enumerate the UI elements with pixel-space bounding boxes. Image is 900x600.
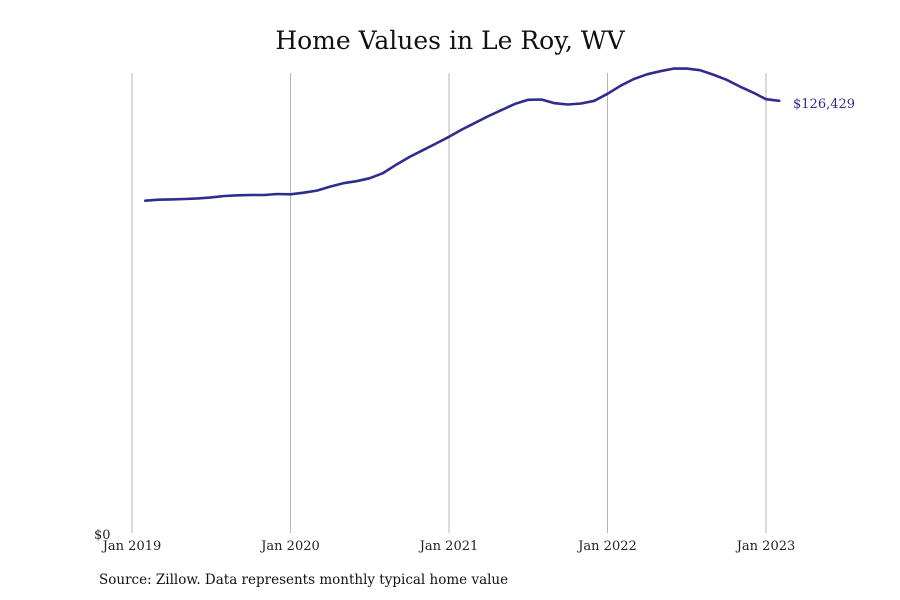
chart-title: Home Values in Le Roy, WV xyxy=(275,26,625,55)
y-tick-label-zero: $0 xyxy=(94,528,111,543)
x-axis-tick-labels: Jan 2019 Jan 2020 Jan 2021 Jan 2022 Jan 2023 xyxy=(101,539,796,554)
x-tick-label: Jan 2021 xyxy=(418,539,479,554)
end-value-label: $126,429 xyxy=(793,97,855,112)
x-tick-label: Jan 2022 xyxy=(576,539,637,554)
home-value-line xyxy=(143,67,781,202)
source-note: Source: Zillow. Data represents monthly … xyxy=(99,572,509,588)
x-tick-label: Jan 2023 xyxy=(735,539,796,554)
grid-lines xyxy=(131,73,767,533)
x-tick-label: Jan 2020 xyxy=(259,539,320,554)
x-tick-label: Jan 2019 xyxy=(101,539,162,554)
